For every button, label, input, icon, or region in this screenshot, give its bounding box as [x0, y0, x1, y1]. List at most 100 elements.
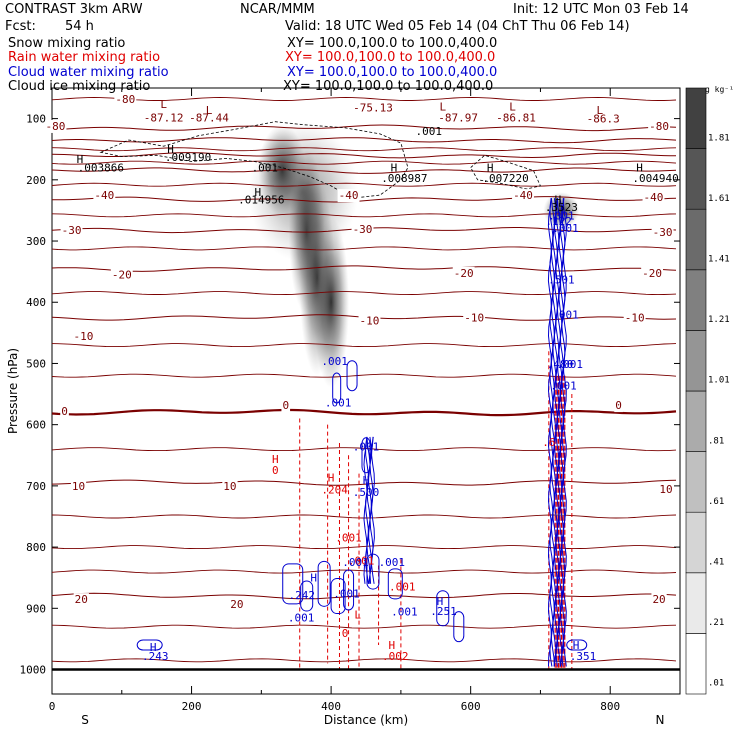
extremum-label: .001: [335, 531, 362, 544]
temperature-label-bg: [614, 399, 623, 413]
y-tick-label: 600: [26, 419, 46, 432]
temperature-label-bg: [651, 225, 674, 239]
extremum-label: .001: [416, 125, 443, 138]
extremum-label: .001: [321, 355, 348, 368]
temperature-label: -20: [112, 269, 132, 282]
temperature-label: -40: [644, 191, 664, 204]
extremum-label: .001: [552, 222, 579, 235]
temperature-label-bg: [93, 189, 116, 203]
extremum-label: H: [636, 162, 643, 175]
cloud-water-contour: [332, 372, 342, 404]
colorbar-box: [685, 511, 707, 574]
extremum-label: L: [509, 100, 516, 113]
extremum-label: -86.3: [587, 113, 620, 126]
extremum-label: .009190: [165, 151, 211, 164]
extremum-label: -75.13: [353, 102, 393, 115]
temperature-label-bg: [512, 189, 534, 203]
extremum-label: L: [206, 104, 213, 117]
colorbar-box: [685, 572, 707, 634]
x-tick-label: 600: [461, 700, 481, 713]
cloud-water-contour: [317, 560, 331, 607]
colorbar-box: [685, 390, 707, 452]
extremum-label: .001: [342, 556, 369, 569]
extremum-label: .001: [353, 441, 380, 454]
temperature-contour-minor: [52, 291, 677, 296]
extremum-label: -87.44: [189, 111, 229, 124]
cloud-ice-outline: [99, 121, 409, 199]
extremum-label: .003866: [78, 162, 124, 175]
colorbar-label: 1.81: [708, 133, 730, 143]
extremum-label: .001: [550, 379, 577, 392]
temperature-label-bg: [463, 311, 486, 325]
extremum-label: .251: [430, 605, 457, 618]
colorbar-unit: g kg⁻¹: [705, 85, 734, 94]
temperature-contour-minor: [52, 213, 677, 218]
extremum-label: .001: [391, 605, 418, 618]
extremum-label: L: [596, 104, 603, 117]
temperature-label-bg: [351, 222, 374, 236]
temperature-label-bg: [229, 598, 245, 612]
temperature-label: -20: [454, 267, 474, 280]
forecast-hour: 54 h: [65, 19, 94, 34]
colorbar-label: .61: [708, 497, 724, 507]
temperature-contour-minor: [52, 97, 677, 101]
colorbar-label: 1.01: [708, 376, 730, 386]
temperature-label-bg: [60, 405, 69, 419]
model-title: CONTRAST 3km ARW: [5, 2, 143, 17]
cloud-water-contour: [136, 639, 163, 651]
temperature-label: 10: [659, 483, 672, 496]
cloud-water-column: [550, 198, 555, 667]
x-tick-label: 400: [321, 700, 341, 713]
extremum-label: .001: [548, 209, 575, 222]
extremum-label: H: [328, 471, 335, 484]
extremum-label: .001: [348, 555, 375, 568]
cloud-water-contour: [300, 580, 314, 612]
legend-cloud-ice-xy: XY= 100.0,100.0 to 100.0,400.0: [283, 79, 494, 94]
extremum-label: .6: [542, 436, 555, 449]
x-axis-label: Distance (km): [324, 713, 408, 727]
temperature-label: -80: [115, 93, 135, 106]
cloud-water-column: [562, 198, 567, 667]
x-tick-label: 200: [182, 700, 202, 713]
temperature-contour-minor: [52, 343, 677, 348]
x-tick-label: 0: [49, 700, 56, 713]
temperature-label-bg: [658, 482, 674, 496]
colorbar-label: 1.21: [708, 315, 730, 325]
y-tick-label: 400: [26, 296, 46, 309]
temperature-label: -40: [339, 189, 359, 202]
extremum-label: -87.12: [144, 111, 184, 124]
extremum-label: .480: [547, 358, 574, 371]
colorbar-box: [685, 451, 707, 513]
extremum-label: .001: [252, 162, 279, 175]
temperature-label: -80: [649, 120, 669, 133]
extremum-label: .014956: [238, 193, 284, 206]
temperature-label: -30: [353, 223, 373, 236]
temperature-label: 10: [72, 480, 85, 493]
extremum-label: .001: [379, 556, 406, 569]
center-title: NCAR/MMM: [240, 2, 315, 17]
temperature-label: 20: [652, 593, 665, 606]
temperature-contour-minor: [52, 160, 677, 165]
extremum-label: L: [354, 608, 361, 621]
extremum-label: H: [150, 641, 157, 654]
extremum-label: .242: [289, 589, 316, 602]
extremum-label: -87.97: [438, 111, 478, 124]
temperature-label: 0: [282, 399, 289, 412]
extremum-label: .001: [288, 611, 315, 624]
extremum-label: H: [272, 453, 279, 466]
cloud-water-contour: [387, 568, 403, 600]
cloud-water-contour: [330, 578, 346, 615]
legend-cloud-ice: Cloud ice mixing ratio: [8, 79, 151, 94]
cloud-water-column: [556, 198, 561, 667]
cloud-water-contour: [366, 553, 380, 590]
temperature-label-bg: [44, 119, 67, 133]
cloud-water-column: [371, 436, 375, 584]
temperature-contour-20: [52, 592, 677, 600]
snow-plume: [248, 122, 359, 263]
extremum-label: .500: [353, 486, 380, 499]
temperature-contour-minor: [52, 246, 677, 251]
extremum-label: -86.81: [496, 111, 536, 124]
colorbar-label: 1.61: [708, 194, 730, 204]
